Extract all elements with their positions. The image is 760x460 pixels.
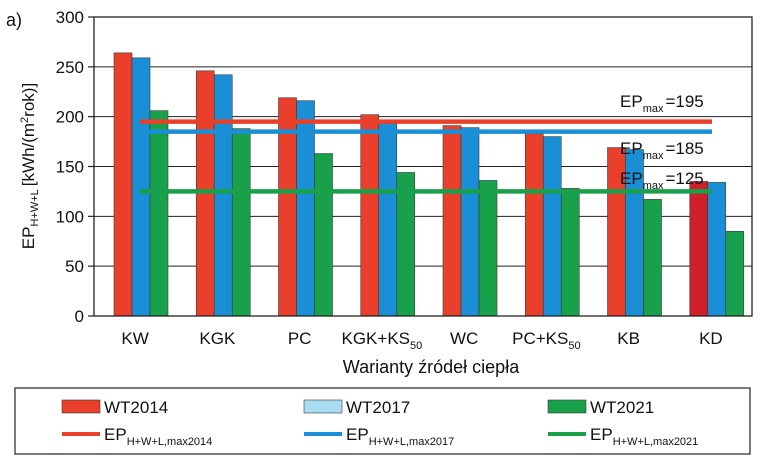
bar-wt2021 — [725, 230, 745, 317]
reference-label: EPmax =125 — [620, 169, 704, 192]
bar-wt2017 — [378, 123, 398, 317]
legend-frame — [14, 387, 751, 455]
bar-wt2014 — [524, 133, 544, 317]
y-tick-labels: 0 50 100 150 200 250 300 — [56, 8, 84, 326]
bar-wt2017 — [213, 74, 233, 317]
legend-label-wt2021: WT2021 — [590, 398, 654, 417]
x-tick-label: WC — [450, 329, 478, 348]
axes — [88, 16, 753, 317]
legend: WT2014 WT2017 WT2021 EPH+W+L,max2014 EPH+W+L… — [14, 387, 751, 455]
x-tick-label: KGK — [199, 329, 236, 348]
bar-wt2021 — [478, 180, 498, 317]
reference-label: EPmax =185 — [620, 139, 704, 162]
reference-label: EPmax =195 — [620, 92, 704, 115]
y-tick-label: 300 — [56, 8, 84, 27]
bar-wt2017 — [460, 127, 480, 317]
x-tick-label: KB — [617, 329, 640, 348]
legend-line-label: EPH+W+L,max2021 — [590, 425, 698, 448]
bar-wt2021 — [149, 110, 169, 317]
bar-wt2021 — [643, 199, 662, 317]
bar-wt2021 — [396, 172, 416, 317]
x-axis-label: Warianty źródeł ciepła — [343, 357, 520, 377]
bar-wt2014 — [689, 181, 709, 317]
legend-line-label: EPH+W+L,max2014 — [104, 425, 212, 448]
bar-wt2017 — [707, 182, 727, 317]
plot-frame — [93, 16, 753, 317]
bar-wt2017 — [542, 136, 562, 317]
panel-label: a) — [6, 10, 22, 30]
y-tick-label: 250 — [56, 58, 84, 77]
bar-wt2021 — [314, 153, 333, 317]
bar-wt2014 — [442, 125, 462, 317]
legend-swatch-wt2017 — [303, 399, 343, 414]
legend-line-label: EPH+W+L,max2017 — [346, 425, 454, 448]
x-tick-label: PC — [288, 329, 312, 348]
bar-wt2021 — [560, 188, 580, 317]
reference-lines — [140, 119, 712, 194]
x-tick-label: KD — [699, 329, 723, 348]
y-tick-label: 200 — [56, 108, 84, 127]
y-axis-label: EPH+W+L[kWh/(m2rok)] — [19, 83, 41, 249]
reference-annotations: EPmax =195 EPmax =185 EPmax =125 — [620, 92, 704, 192]
x-tick-label: KW — [121, 329, 148, 348]
x-tick-label: KGK+KS50 — [341, 329, 422, 352]
legend-label-wt2014: WT2014 — [104, 398, 168, 417]
x-tick-label: PC+KS50 — [512, 329, 580, 352]
legend-swatch-wt2021 — [547, 399, 587, 414]
legend-swatch-wt2014 — [61, 399, 101, 414]
bar-wt2014 — [113, 52, 133, 317]
y-tick-label: 100 — [56, 207, 84, 226]
legend-label-wt2017: WT2017 — [346, 398, 410, 417]
y-tick-label: 150 — [56, 158, 84, 177]
x-tick-labels: KW KGK PC KGK+KS50 WC PC+KS50 KB KD — [121, 329, 722, 352]
bar-wt2021 — [231, 128, 251, 317]
y-tick-label: 0 — [75, 307, 84, 326]
bar-wt2017 — [131, 57, 151, 317]
y-tick-label: 50 — [65, 257, 84, 276]
bar-wt2014 — [360, 114, 380, 317]
bars — [113, 52, 745, 317]
